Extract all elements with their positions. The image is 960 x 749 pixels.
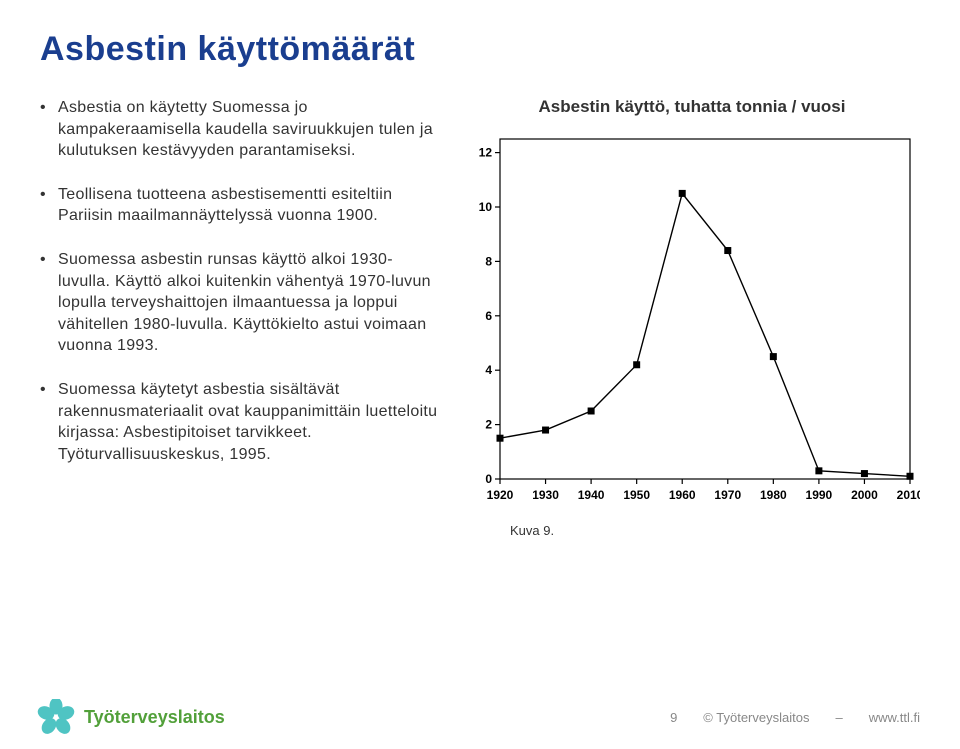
- footer-right: 9 © Työterveyslaitos – www.ttl.fi: [670, 710, 920, 725]
- svg-text:2: 2: [485, 418, 492, 432]
- svg-text:0: 0: [485, 472, 492, 486]
- page-number: 9: [670, 710, 677, 725]
- svg-text:6: 6: [485, 309, 492, 323]
- svg-text:1930: 1930: [532, 488, 559, 502]
- line-chart: 0 2 4 6 8 10 12 1920 1930 1940 1950 1960 1970 1980 199…: [464, 123, 920, 505]
- bullet-item: Suomessa asbestin runsas käyttö alkoi 19…: [40, 249, 444, 357]
- logo: Työterveyslaitos: [36, 699, 225, 735]
- footer: Työterveyslaitos 9 © Työterveyslaitos – …: [36, 699, 920, 735]
- bullet-item: Suomessa käytetyt asbestia sisältävät ra…: [40, 379, 444, 465]
- svg-text:2010: 2010: [897, 488, 920, 502]
- footer-separator: –: [835, 710, 842, 725]
- chart-caption: Kuva 9.: [510, 523, 920, 538]
- svg-text:1960: 1960: [669, 488, 696, 502]
- svg-text:1990: 1990: [806, 488, 833, 502]
- svg-text:1940: 1940: [578, 488, 605, 502]
- svg-text:1980: 1980: [760, 488, 787, 502]
- bullet-list: Asbestia on käytetty Suomessa jo kampake…: [40, 97, 444, 538]
- chart-area: Asbestin käyttö, tuhatta tonnia / vuosi …: [464, 97, 920, 538]
- svg-text:1950: 1950: [623, 488, 650, 502]
- svg-text:10: 10: [479, 200, 493, 214]
- footer-url: www.ttl.fi: [869, 710, 920, 725]
- chart-title: Asbestin käyttö, tuhatta tonnia / vuosi: [464, 97, 920, 117]
- logo-text: Työterveyslaitos: [84, 707, 225, 728]
- bullet-item: Asbestia on käytetty Suomessa jo kampake…: [40, 97, 444, 162]
- svg-text:2000: 2000: [851, 488, 878, 502]
- svg-text:12: 12: [479, 146, 493, 160]
- copyright: © Työterveyslaitos: [703, 710, 809, 725]
- content-row: Asbestia on käytetty Suomessa jo kampake…: [40, 97, 920, 538]
- svg-text:4: 4: [485, 363, 492, 377]
- svg-text:1970: 1970: [714, 488, 741, 502]
- svg-text:8: 8: [485, 254, 492, 268]
- logo-icon: [36, 699, 76, 735]
- page-title: Asbestin käyttömäärät: [40, 30, 920, 69]
- slide: Asbestin käyttömäärät Asbestia on käytet…: [0, 0, 960, 749]
- bullet-item: Teollisena tuotteena asbestisementti esi…: [40, 184, 444, 227]
- svg-text:1920: 1920: [487, 488, 514, 502]
